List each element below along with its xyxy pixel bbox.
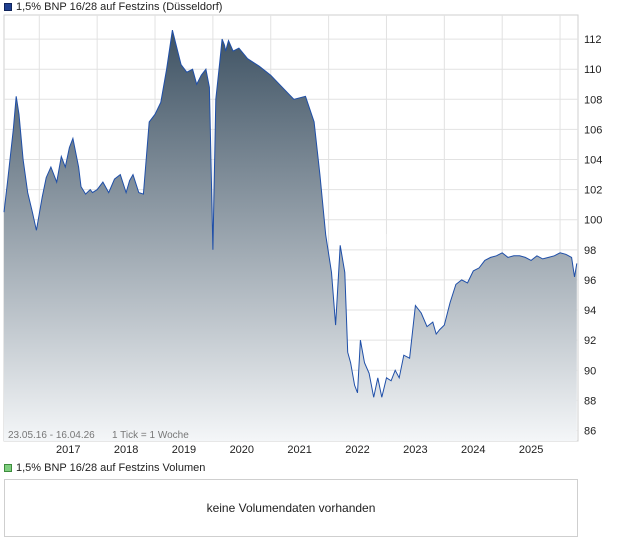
y-tick-label: 100 xyxy=(584,215,602,227)
y-tick-label: 86 xyxy=(584,425,596,437)
y-tick-label: 112 xyxy=(584,34,602,46)
volume-legend-swatch xyxy=(4,464,12,472)
x-tick-label: 2023 xyxy=(403,444,427,456)
y-tick-label: 94 xyxy=(584,305,596,317)
x-tick-label: 2024 xyxy=(461,444,485,456)
y-tick-label: 98 xyxy=(584,245,596,257)
price-chart: CK 86 88 90 92 94 96 98 100 102 104 106 108 110 112 2… xyxy=(3,14,602,456)
x-tick-label: 2019 xyxy=(172,444,196,456)
price-legend-swatch xyxy=(4,3,12,11)
y-tick-label: 96 xyxy=(584,275,596,287)
price-line xyxy=(3,29,578,398)
volume-legend-label: 1,5% BNP 16/28 auf Festzins Volumen xyxy=(16,462,206,474)
x-tick-label: 2020 xyxy=(230,444,254,456)
y-tick-label: 106 xyxy=(584,124,602,136)
info-tick: 1 Tick = 1 Woche xyxy=(112,430,189,441)
x-tick-label: 2018 xyxy=(114,444,138,456)
volume-panel: keine Volumendaten vorhanden xyxy=(4,479,578,537)
info-range: 23.05.16 - 16.04.26 xyxy=(8,430,95,441)
price-legend: 1,5% BNP 16/28 auf Festzins (Düsseldorf) xyxy=(4,0,222,14)
x-tick-label: 2021 xyxy=(287,444,311,456)
x-tick-label: 2022 xyxy=(345,444,369,456)
y-tick-label: 108 xyxy=(584,94,602,106)
y-tick-label: 102 xyxy=(584,185,602,197)
price-legend-label: 1,5% BNP 16/28 auf Festzins (Düsseldorf) xyxy=(16,1,223,13)
y-tick-label: 104 xyxy=(584,155,602,167)
price-area xyxy=(4,30,577,441)
x-tick-label: 2017 xyxy=(56,444,80,456)
y-axis-labels: 86 88 90 92 94 96 98 100 102 104 106 108 110 112 xyxy=(584,34,602,437)
volume-legend: 1,5% BNP 16/28 auf Festzins Volumen xyxy=(4,461,205,475)
y-tick-label: 88 xyxy=(584,395,596,407)
x-axis-labels: 2017 2018 2019 2020 2021 2022 2023 2024 2025 xyxy=(56,444,543,456)
watermark: CK xyxy=(372,231,398,251)
volume-message: keine Volumendaten vorhanden xyxy=(206,501,376,515)
y-tick-label: 92 xyxy=(584,335,596,347)
x-tick-label: 2025 xyxy=(519,444,543,456)
y-tick-label: 90 xyxy=(584,365,596,377)
y-tick-label: 110 xyxy=(584,64,602,76)
